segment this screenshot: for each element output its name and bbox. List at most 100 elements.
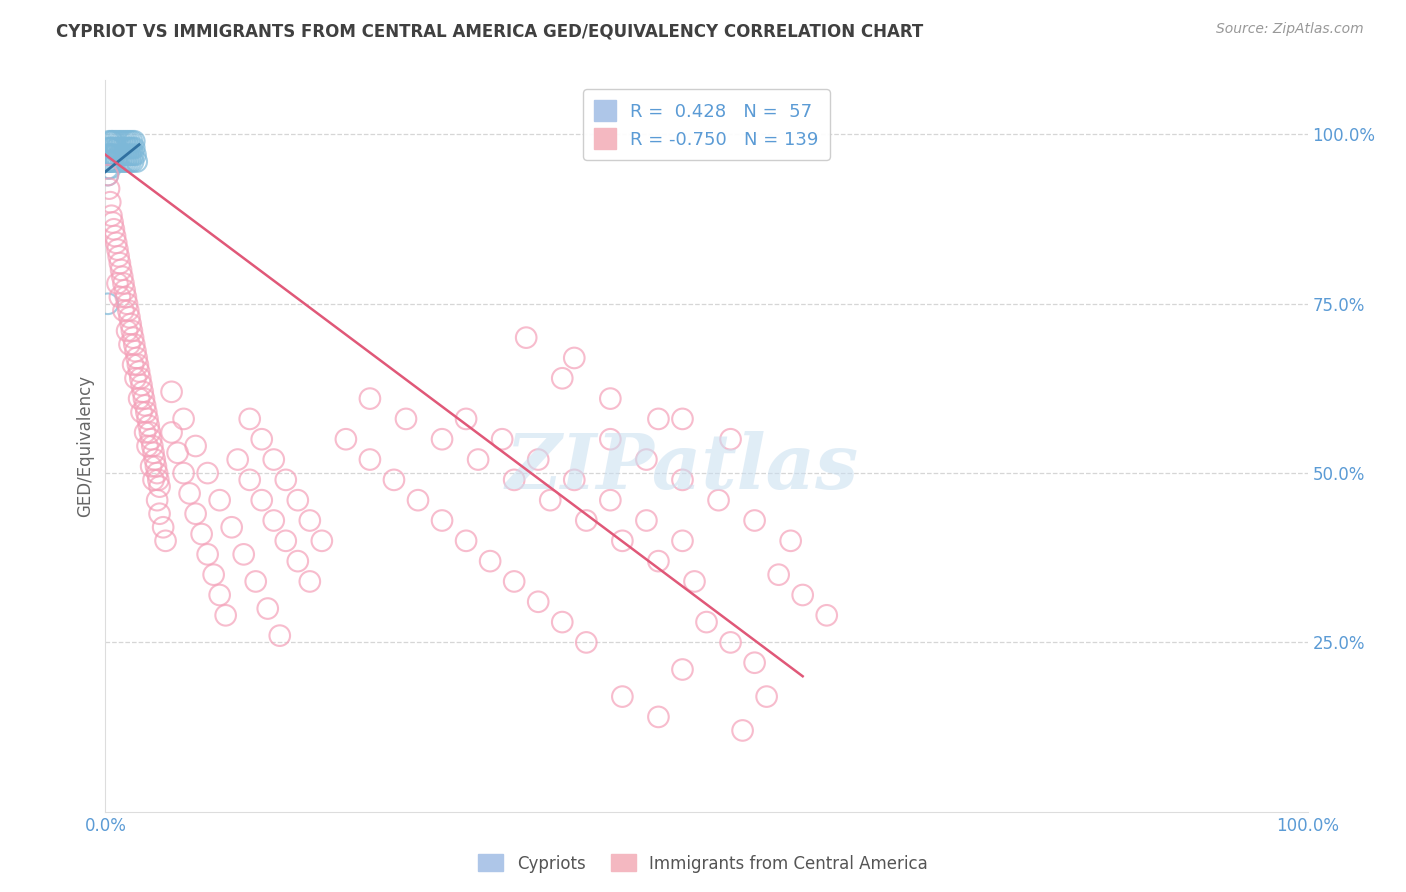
Point xyxy=(134,398,156,412)
Point xyxy=(527,595,550,609)
Point xyxy=(636,514,658,528)
Point xyxy=(142,446,165,460)
Legend: Cypriots, Immigrants from Central America: Cypriots, Immigrants from Central Americ… xyxy=(472,847,934,880)
Point xyxy=(122,358,145,372)
Point xyxy=(111,134,134,148)
Point xyxy=(98,195,121,210)
Point xyxy=(118,337,141,351)
Point xyxy=(103,141,125,155)
Point xyxy=(107,277,129,291)
Point xyxy=(115,297,138,311)
Point xyxy=(118,141,141,155)
Point xyxy=(720,635,742,649)
Point xyxy=(100,154,122,169)
Point xyxy=(122,154,145,169)
Point xyxy=(125,154,148,169)
Point xyxy=(479,554,502,568)
Point xyxy=(98,141,121,155)
Point xyxy=(132,392,155,406)
Point xyxy=(173,466,195,480)
Point xyxy=(136,439,159,453)
Point xyxy=(311,533,333,548)
Point xyxy=(671,663,693,677)
Point xyxy=(97,161,120,176)
Point xyxy=(160,425,183,440)
Point xyxy=(815,608,838,623)
Point xyxy=(647,710,669,724)
Point xyxy=(612,690,634,704)
Point xyxy=(98,134,121,148)
Point xyxy=(124,148,146,162)
Point xyxy=(382,473,405,487)
Point xyxy=(100,134,122,148)
Point xyxy=(720,432,742,446)
Point xyxy=(105,141,128,155)
Point xyxy=(335,432,357,446)
Point xyxy=(136,412,159,426)
Point xyxy=(467,452,489,467)
Point xyxy=(105,154,128,169)
Point xyxy=(120,154,142,169)
Point xyxy=(197,466,219,480)
Text: CYPRIOT VS IMMIGRANTS FROM CENTRAL AMERICA GED/EQUIVALENCY CORRELATION CHART: CYPRIOT VS IMMIGRANTS FROM CENTRAL AMERI… xyxy=(56,22,924,40)
Point xyxy=(491,432,513,446)
Point xyxy=(108,134,131,148)
Point xyxy=(110,154,132,169)
Point xyxy=(239,412,262,426)
Point xyxy=(395,412,418,426)
Point xyxy=(117,154,139,169)
Point xyxy=(145,459,167,474)
Point xyxy=(107,243,129,257)
Point xyxy=(256,601,278,615)
Point xyxy=(127,358,149,372)
Point xyxy=(744,514,766,528)
Point xyxy=(134,425,156,440)
Point xyxy=(707,493,730,508)
Point xyxy=(98,161,121,176)
Legend: R =  0.428   N =  57, R = -0.750   N = 139: R = 0.428 N = 57, R = -0.750 N = 139 xyxy=(583,89,830,160)
Point xyxy=(503,574,526,589)
Point xyxy=(121,324,143,338)
Point xyxy=(108,290,131,304)
Point xyxy=(612,533,634,548)
Point xyxy=(221,520,243,534)
Point xyxy=(103,154,125,169)
Point xyxy=(112,303,135,318)
Point xyxy=(179,486,201,500)
Point xyxy=(359,392,381,406)
Point xyxy=(239,473,262,487)
Point xyxy=(115,134,138,148)
Text: Source: ZipAtlas.com: Source: ZipAtlas.com xyxy=(1216,22,1364,37)
Point xyxy=(503,473,526,487)
Point xyxy=(202,567,225,582)
Point xyxy=(562,351,585,365)
Point xyxy=(114,283,136,297)
Point xyxy=(139,459,162,474)
Point xyxy=(184,439,207,453)
Point xyxy=(131,378,153,392)
Point xyxy=(599,493,621,508)
Point xyxy=(97,148,120,162)
Point xyxy=(779,533,801,548)
Point xyxy=(128,364,150,378)
Point xyxy=(132,384,155,399)
Point xyxy=(98,141,121,155)
Point xyxy=(208,588,231,602)
Point xyxy=(599,392,621,406)
Point xyxy=(98,154,121,169)
Point xyxy=(97,168,120,182)
Point xyxy=(122,331,145,345)
Point xyxy=(148,473,170,487)
Point xyxy=(575,635,598,649)
Point xyxy=(124,371,146,385)
Point xyxy=(143,452,166,467)
Point xyxy=(98,148,121,162)
Point xyxy=(575,514,598,528)
Point xyxy=(430,432,453,446)
Point xyxy=(98,181,121,195)
Point xyxy=(100,141,122,155)
Point xyxy=(190,527,212,541)
Point xyxy=(298,574,321,589)
Point xyxy=(120,148,142,162)
Text: ZIPatlas: ZIPatlas xyxy=(506,431,859,505)
